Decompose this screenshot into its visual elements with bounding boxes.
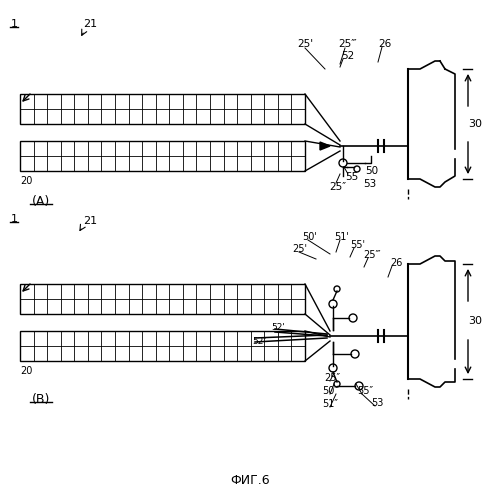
Text: 30: 30 xyxy=(468,119,482,129)
Polygon shape xyxy=(320,142,330,150)
Text: 25': 25' xyxy=(292,244,308,254)
Text: 30: 30 xyxy=(468,316,482,326)
Text: ФИГ.6: ФИГ.6 xyxy=(230,475,270,488)
Text: 20: 20 xyxy=(20,176,32,186)
Text: 20: 20 xyxy=(20,366,32,376)
Text: 55″: 55″ xyxy=(357,386,373,396)
Text: 25″: 25″ xyxy=(330,182,346,192)
Text: 25‴: 25‴ xyxy=(363,250,381,260)
Text: 26: 26 xyxy=(390,258,402,268)
Bar xyxy=(20,284,305,314)
Text: 53: 53 xyxy=(364,179,376,189)
Text: 52: 52 xyxy=(342,51,354,61)
Bar xyxy=(20,331,305,361)
Text: (A): (A) xyxy=(32,195,50,208)
Text: 1: 1 xyxy=(10,214,18,224)
Bar xyxy=(20,94,305,124)
Text: 21: 21 xyxy=(83,216,97,226)
Text: 51': 51' xyxy=(334,232,349,242)
Text: 52': 52' xyxy=(271,323,285,332)
Text: 50: 50 xyxy=(366,166,378,176)
Text: 25': 25' xyxy=(297,39,313,49)
Text: 26: 26 xyxy=(378,39,392,49)
Text: 25″: 25″ xyxy=(324,373,340,383)
Text: 52″: 52″ xyxy=(252,336,268,345)
Bar xyxy=(20,141,305,171)
Text: 21: 21 xyxy=(83,19,97,29)
Text: (B): (B) xyxy=(32,393,50,406)
Text: 25‴: 25‴ xyxy=(338,39,357,49)
Text: 55: 55 xyxy=(346,172,358,182)
Text: 55': 55' xyxy=(350,240,366,250)
Text: 53: 53 xyxy=(371,398,383,408)
Text: 50″: 50″ xyxy=(322,386,338,396)
Text: 51″: 51″ xyxy=(322,399,338,409)
Text: 1: 1 xyxy=(10,19,18,29)
Text: 50': 50' xyxy=(302,232,318,242)
